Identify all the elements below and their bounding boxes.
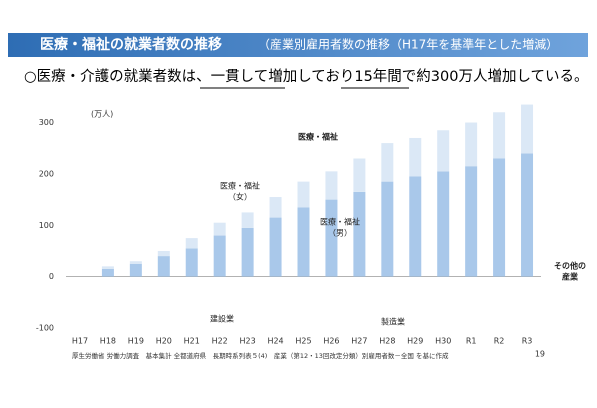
y-tick-label: -100 <box>36 324 54 333</box>
title: 医療・福祉の就業者数の推移 <box>40 36 222 53</box>
bar <box>101 268 114 277</box>
y-tick-label: 100 <box>39 221 54 230</box>
annotation: 産業 <box>562 272 579 282</box>
bar <box>409 176 422 277</box>
bar <box>269 197 282 218</box>
x-tick-label: H29 <box>407 337 423 346</box>
annotation: 建設業 <box>210 314 234 324</box>
source: 厚生労働省 労働力調査 基本集計 全都道府県 長期時系列表５(4) 産業（第12… <box>72 351 449 360</box>
bar <box>157 250 170 257</box>
bar <box>437 171 450 277</box>
annotation: （女） <box>228 192 252 202</box>
bar <box>241 212 254 228</box>
bar <box>493 112 506 159</box>
bar <box>213 222 226 236</box>
annotation: 製造業 <box>381 317 405 327</box>
x-tick-label: H25 <box>295 337 311 346</box>
bar <box>493 158 506 277</box>
bar <box>297 207 310 277</box>
bar <box>129 261 142 264</box>
bar <box>353 158 366 192</box>
x-tick-label: H22 <box>212 337 228 346</box>
bar <box>101 266 114 269</box>
bar <box>269 217 282 277</box>
bar <box>381 181 394 277</box>
bar <box>241 227 254 277</box>
x-tick-label: H26 <box>323 337 339 346</box>
bar <box>157 256 170 277</box>
bar <box>465 122 478 167</box>
x-tick-label: H23 <box>240 337 256 346</box>
annotation: 医療・福祉 <box>298 132 338 142</box>
bar <box>213 235 226 277</box>
bar <box>325 171 338 200</box>
statement: ○医療・介護の就業者数は、一貫して増加しており15年間で約300万人増加している… <box>24 68 589 85</box>
annotation: その他の <box>554 261 586 271</box>
bar <box>129 263 142 277</box>
y-tick-label: 200 <box>39 169 54 178</box>
x-tick-label: R2 <box>494 337 505 346</box>
y-tick-label: 300 <box>39 118 54 127</box>
x-tick-label: H17 <box>72 337 88 346</box>
bar <box>465 166 478 277</box>
x-tick-label: H20 <box>156 337 172 346</box>
x-tick-label: H27 <box>351 337 367 346</box>
x-tick-label: H30 <box>435 337 451 346</box>
annotation: 医療・福祉 <box>220 181 260 191</box>
annotation: （男） <box>328 229 352 238</box>
x-tick-label: H28 <box>379 337 395 346</box>
x-tick-label: R3 <box>522 337 533 346</box>
bar <box>521 104 534 154</box>
x-tick-label: H18 <box>100 337 116 346</box>
bar <box>437 130 450 172</box>
annotation: 医療・福祉 <box>320 217 360 227</box>
plot: -100 0 100 200 300 H17 H18 H19 H20 H21 H22 H23 H24 H2… <box>36 104 586 346</box>
x-tick-label: H21 <box>184 337 200 346</box>
x-tick-label: H19 <box>128 337 144 346</box>
y-unit: (万人) <box>91 110 113 119</box>
bar <box>297 181 310 208</box>
header-bar <box>8 33 588 57</box>
bar <box>353 191 366 277</box>
bar <box>185 238 198 249</box>
x-tick-label: R1 <box>466 337 477 346</box>
x-tick-label: H24 <box>267 337 283 346</box>
bar <box>409 137 422 177</box>
page-number: 19 <box>535 350 545 359</box>
bar <box>521 153 534 277</box>
y-tick-label: 0 <box>49 272 54 281</box>
bar <box>325 199 338 277</box>
bar <box>381 143 394 182</box>
subtitle: （産業別雇用者数の推移（H17年を基準年とした増減） <box>258 37 558 52</box>
bar <box>185 248 198 277</box>
